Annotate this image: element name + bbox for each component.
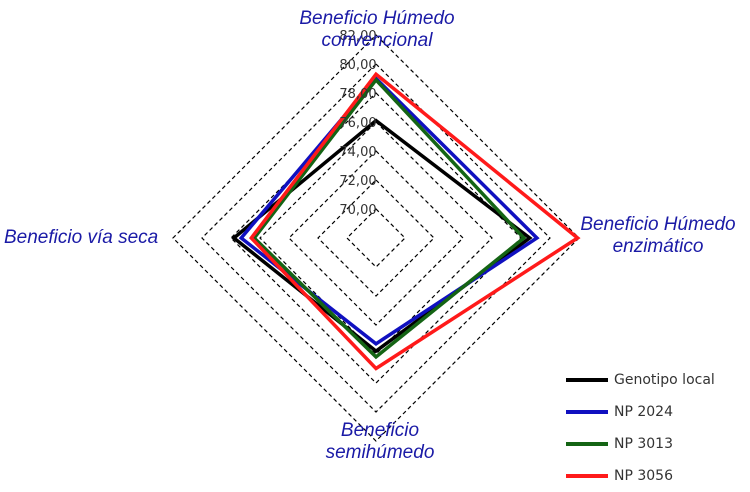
- series-line: [249, 71, 581, 371]
- series-line: [251, 77, 527, 360]
- tick-label: 80,00: [339, 58, 376, 73]
- tick-label: 78,00: [339, 87, 376, 102]
- grid-ring: [346, 208, 406, 268]
- radar-ticks: 70,00 72,00 74,00 76,00 78,00 80,00 82,00: [339, 29, 376, 218]
- legend-label: Genotipo local: [614, 372, 715, 388]
- legend-label: NP 3013: [614, 436, 673, 452]
- tick-label: 82,00: [339, 29, 376, 44]
- axis-label-top: Beneficio Húmedo convencional: [299, 8, 455, 51]
- legend-item: Genotipo local: [566, 364, 715, 396]
- axis-label-bottom: Beneficio semihúmedo: [325, 420, 435, 463]
- legend-label: NP 3056: [614, 468, 673, 484]
- legend-item: NP 3013: [566, 428, 715, 460]
- radar-series: [231, 71, 581, 371]
- series-line: [238, 75, 540, 346]
- legend-swatch: [566, 410, 608, 414]
- grid-ring: [288, 150, 464, 326]
- grid-ring: [201, 63, 551, 413]
- series-line: [231, 118, 533, 354]
- tick-label: 76,00: [339, 116, 376, 131]
- legend-swatch: [566, 378, 608, 382]
- axis-label-right: Beneficio Húmedo enzimático: [580, 214, 736, 257]
- radar-grid: [172, 34, 580, 442]
- legend-item: NP 2024: [566, 396, 715, 428]
- tick-label: 72,00: [339, 174, 376, 189]
- legend-label: NP 2024: [614, 404, 673, 420]
- legend-swatch: [566, 474, 608, 478]
- legend-swatch: [566, 442, 608, 446]
- grid-ring: [230, 92, 522, 384]
- axis-label-left: Beneficio vía seca: [4, 227, 159, 248]
- legend-item: NP 3056: [566, 460, 715, 492]
- tick-label: 74,00: [339, 145, 376, 160]
- grid-ring: [259, 121, 493, 355]
- tick-label: 70,00: [339, 203, 376, 218]
- legend: Genotipo local NP 2024 NP 3013 NP 3056: [566, 364, 715, 492]
- grid-ring: [317, 179, 435, 297]
- grid-ring: [172, 34, 580, 442]
